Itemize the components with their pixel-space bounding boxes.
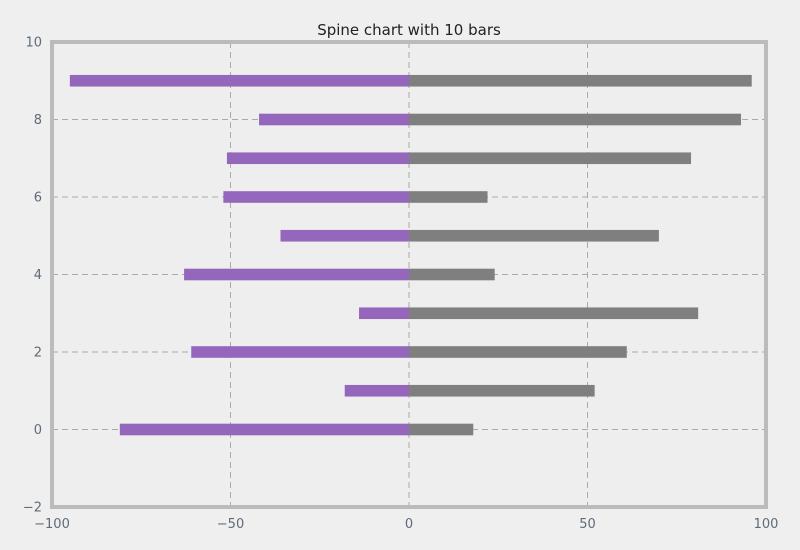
plot-frame bbox=[50, 40, 768, 509]
y-tick-label: 2 bbox=[34, 346, 42, 361]
bar-series-1 bbox=[359, 307, 409, 320]
bar-series-1 bbox=[69, 74, 409, 87]
x-tick-label: 0 bbox=[405, 517, 413, 532]
bar-series-1 bbox=[184, 268, 409, 281]
bar-series-2 bbox=[409, 229, 659, 242]
chart-title: Spine chart with 10 bars bbox=[317, 21, 501, 39]
y-tick-label: 8 bbox=[34, 113, 42, 128]
bar-series-2 bbox=[409, 191, 488, 203]
x-tick-label: −100 bbox=[34, 517, 70, 532]
y-tick-label: 6 bbox=[34, 191, 42, 206]
y-tick-label: 0 bbox=[34, 423, 42, 438]
y-tick-label: 10 bbox=[25, 36, 42, 51]
bar-series-2 bbox=[409, 152, 692, 165]
y-tick-label: −2 bbox=[23, 501, 42, 516]
bar-series-2 bbox=[409, 113, 742, 126]
x-tick-label: −50 bbox=[217, 517, 244, 532]
bar-series-1 bbox=[259, 113, 409, 126]
x-tick-label: 100 bbox=[754, 517, 779, 532]
bar-series-2 bbox=[409, 268, 495, 281]
bar-series-1 bbox=[344, 384, 409, 397]
tick-labels: −100 −50 0 50 100 −2 0 2 4 6 8 10 bbox=[23, 36, 779, 533]
bar-series-1 bbox=[223, 191, 409, 203]
bar-series-2 bbox=[409, 307, 699, 320]
bar-series-1 bbox=[226, 152, 409, 165]
x-tick-label: 50 bbox=[579, 517, 596, 532]
bar-series-2 bbox=[409, 74, 752, 87]
bar-series-1 bbox=[280, 229, 409, 242]
bar-series bbox=[69, 74, 752, 436]
y-tick-label: 4 bbox=[34, 268, 42, 283]
bar-series-2 bbox=[409, 346, 627, 358]
bar-series-2 bbox=[409, 423, 474, 436]
bar-series-2 bbox=[409, 384, 595, 397]
bar-series-1 bbox=[191, 346, 409, 358]
bar-series-1 bbox=[119, 423, 409, 436]
